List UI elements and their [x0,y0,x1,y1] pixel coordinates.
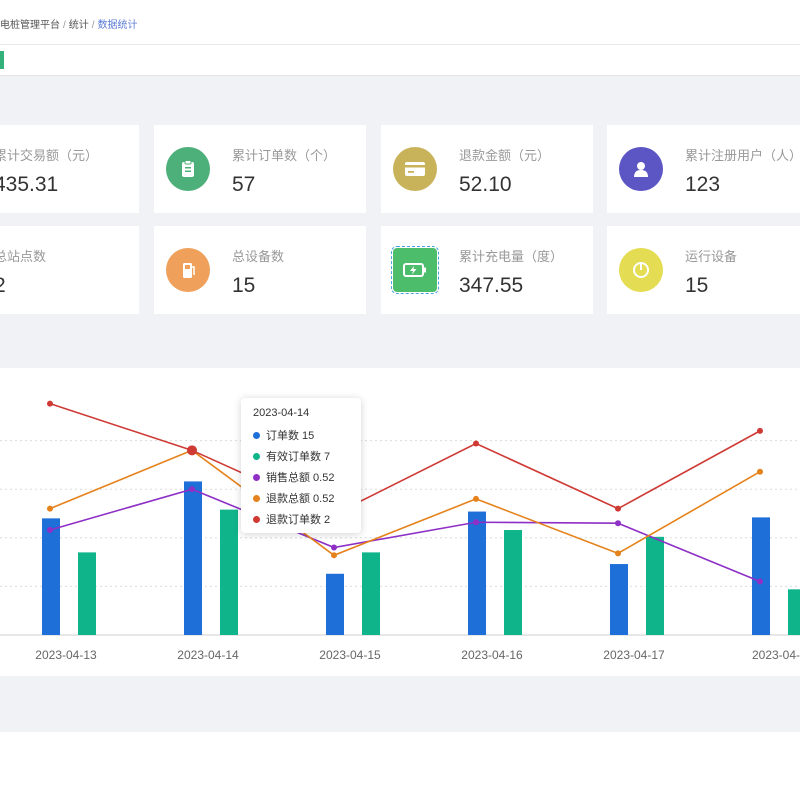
stat-value: 123 [685,173,721,196]
x-tick-label: 2023-04- [752,648,800,662]
chart-panel: 2023-04-13 2023-04-14 2023-04-15 2023-04-16… [0,368,800,676]
stat-label: 累计交易额（元） [0,148,99,163]
tags-view-bar [0,45,800,76]
stat-label: 总设备数 [232,249,285,264]
point-sales [757,578,763,585]
stat-value: 57 [232,173,256,196]
x-tick-label: 2023-04-15 [319,648,381,662]
tooltip-row-text: 订单数 15 [266,430,315,442]
bar-valid-orders [646,536,664,635]
bar-valid-orders [220,509,238,635]
stat-label: 累计充电量（度） [459,249,564,264]
tooltip-row-orders: 订单数 15 [253,427,314,443]
stat-value: 15 [232,274,256,297]
x-tick-label: 2023-04-17 [603,648,665,662]
stat-label: 累计订单数（个） [232,148,337,163]
breadcrumb: 电桩管理平台 / 统计 / 数据统计 [0,20,138,31]
stat-label: 退款金额（元） [459,148,551,163]
stat-value: 2 [0,274,6,298]
stat-value: 347.55 [459,274,524,297]
stat-card-refund-amount: 退款金额（元） 52.10 [381,125,593,213]
x-tick-label: 2023-04-14 [177,648,239,662]
point-sales [473,519,479,526]
tooltip-row-text: 销售总额 0.52 [266,472,335,484]
active-tag[interactable] [0,51,4,69]
point-refund-amount [331,552,337,559]
breadcrumb-item-platform[interactable]: 电桩管理平台 [0,20,60,31]
line-sales [49,488,761,583]
stat-card-total-amount: 累计交易额（元） 435.31 [0,125,139,213]
bar-orders [184,481,202,635]
point-refund-orders [757,427,763,434]
clipboard-icon [166,147,210,191]
tooltip-title: 2023-04-14 [253,407,310,419]
stat-card-total-energy: 累计充电量（度） 347.55 [381,226,593,314]
battery-icon [391,246,439,294]
stat-value: 435.31 [0,173,59,196]
point-refund-orders [187,445,197,456]
stat-card-total-stations: 总站点数 2 [0,226,139,314]
breadcrumb-current: 数据统计 [97,20,138,31]
line-refund-orders [49,402,761,516]
point-refund-amount [473,495,479,502]
bar-orders [468,511,486,635]
stat-card-registered-users: 累计注册用户（人） 123 [607,125,800,213]
bar-valid-orders [78,552,96,635]
x-tick-label: 2023-04-13 [35,648,97,662]
orders-chart: 2023-04-13 2023-04-14 2023-04-15 2023-04-16… [0,400,800,662]
stat-card-total-orders: 累计订单数（个） 57 [154,125,366,213]
card-icon [393,147,437,191]
power-icon [619,248,663,292]
tooltip-row-valid-orders: 有效订单数 7 [253,448,330,464]
line-refund-amount [49,449,761,557]
user-icon [619,147,663,191]
tooltip-row-text: 退款订单数 2 [266,514,331,526]
tooltip-row-refund-orders: 退款订单数 2 [253,511,330,527]
stat-card-total-devices: 总设备数 15 [154,226,366,314]
bar-orders [752,517,770,635]
point-refund-orders [47,400,53,407]
point-refund-orders [615,505,621,512]
tooltip-row-text: 退款总额 0.52 [266,493,335,505]
point-refund-amount [47,505,53,512]
bar-orders [42,518,60,635]
point-sales [47,527,53,534]
charger-icon [166,248,210,292]
stat-label: 总站点数 [0,249,47,264]
tooltip-row-sales: 销售总额 0.52 [253,469,334,485]
bar-valid-orders [788,589,800,635]
bar-orders [610,564,628,635]
bar-orders [326,573,344,635]
stat-label: 累计注册用户（人） [685,148,800,163]
bar-valid-orders [504,530,522,635]
legend-dot [253,473,260,481]
legend-dot [253,452,260,460]
legend-dot [253,431,260,439]
bottom-panel [0,732,800,800]
tooltip-row-text: 有效订单数 7 [266,451,331,463]
stat-value: 52.10 [459,173,512,196]
tooltip-row-refund-amount: 退款总额 0.52 [253,490,334,506]
stat-card-running-devices: 运行设备 15 [607,226,800,314]
stat-value: 15 [685,274,709,297]
point-refund-amount [615,550,621,557]
point-refund-amount [757,468,763,475]
point-sales [331,544,337,551]
breadcrumb-item-stats[interactable]: 统计 [68,20,89,31]
chart-tooltip: 2023-04-14 订单数 15 有效订单数 7 销售总额 0.52 退款总额… [241,398,361,533]
bar-valid-orders [362,552,380,635]
point-sales [189,486,195,493]
point-sales [615,520,621,527]
point-refund-orders [473,440,479,447]
legend-dot [253,494,260,502]
top-navbar: 电桩管理平台 / 统计 / 数据统计 [0,0,800,45]
legend-dot [253,515,260,523]
stat-label: 运行设备 [685,249,738,264]
x-tick-label: 2023-04-16 [461,648,523,662]
